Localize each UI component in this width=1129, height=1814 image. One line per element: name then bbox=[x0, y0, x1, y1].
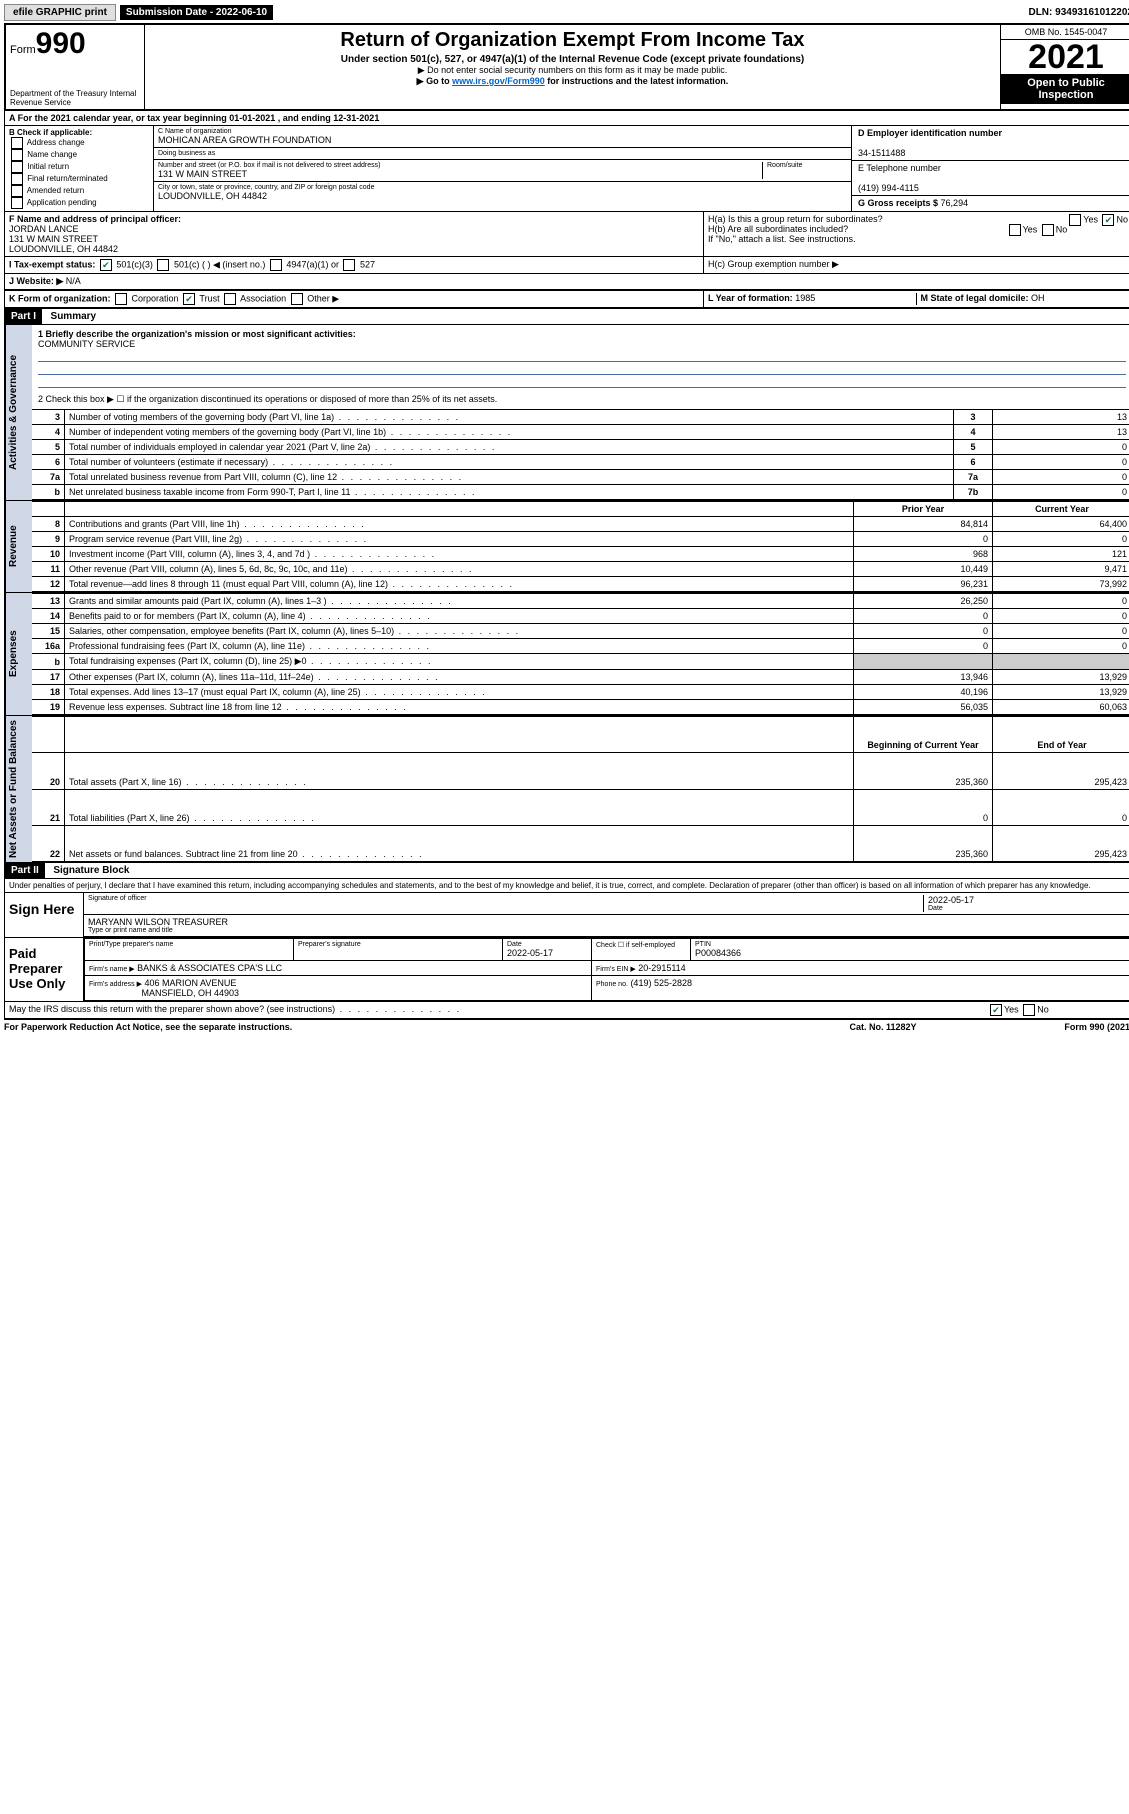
row-i: I Tax-exempt status: 501(c)(3) 501(c) ( … bbox=[4, 257, 1129, 274]
note-link: ▶ Go to www.irs.gov/Form990 for instruct… bbox=[149, 76, 996, 87]
city-label: City or town, state or province, country… bbox=[158, 184, 847, 191]
vlabel-revenue: Revenue bbox=[5, 501, 32, 592]
form-subtitle: Under section 501(c), 527, or 4947(a)(1)… bbox=[149, 54, 996, 65]
note-ssn: ▶ Do not enter social security numbers o… bbox=[149, 65, 996, 76]
addr-value: 131 W MAIN STREET bbox=[158, 169, 758, 179]
addr-label: Number and street (or P.O. box if mail i… bbox=[158, 162, 758, 169]
submission-date: Submission Date - 2022-06-10 bbox=[120, 5, 273, 20]
expenses-block: Expenses 13Grants and similar amounts pa… bbox=[4, 593, 1129, 716]
tax-year: 2021 bbox=[1001, 40, 1129, 74]
irs-link[interactable]: www.irs.gov/Form990 bbox=[452, 76, 545, 86]
discuss-row: May the IRS discuss this return with the… bbox=[4, 1002, 1129, 1020]
dept-label: Department of the Treasury Internal Reve… bbox=[10, 89, 140, 107]
netassets-block: Net Assets or Fund Balances Beginning of… bbox=[4, 716, 1129, 863]
footer: For Paperwork Reduction Act Notice, see … bbox=[4, 1020, 1129, 1034]
inspection-label: Open to Public Inspection bbox=[1001, 74, 1129, 104]
penalty-text: Under penalties of perjury, I declare th… bbox=[4, 879, 1129, 893]
revenue-block: Revenue Prior YearCurrent Year8Contribut… bbox=[4, 501, 1129, 593]
efile-label[interactable]: efile GRAPHIC print bbox=[4, 4, 116, 21]
col-b-checkboxes: B Check if applicable: Address change Na… bbox=[5, 126, 154, 211]
tel-value: (419) 994-4115 bbox=[858, 183, 919, 193]
org-name-label: C Name of organization bbox=[158, 128, 847, 135]
governance-block: Activities & Governance 1 Briefly descri… bbox=[4, 325, 1129, 501]
vlabel-governance: Activities & Governance bbox=[5, 325, 32, 500]
gross-value: 76,294 bbox=[941, 198, 969, 208]
ein-value: 34-1511488 bbox=[858, 148, 905, 158]
form-header: Form990 Department of the Treasury Inter… bbox=[4, 23, 1129, 111]
city-value: LOUDONVILLE, OH 44842 bbox=[158, 191, 847, 201]
part2-header: Part II Signature Block bbox=[4, 863, 1129, 879]
dba-label: Doing business as bbox=[158, 150, 847, 157]
top-bar: efile GRAPHIC print Submission Date - 20… bbox=[4, 4, 1129, 21]
preparer-block: Paid Preparer Use Only Print/Type prepar… bbox=[4, 938, 1129, 1002]
dln: DLN: 93493161012202 bbox=[1028, 7, 1129, 18]
row-j: J Website: ▶ N/A bbox=[4, 274, 1129, 291]
gross-label: G Gross receipts $ bbox=[858, 198, 941, 208]
ein-label: D Employer identification number bbox=[858, 128, 1002, 138]
form-title: Return of Organization Exempt From Incom… bbox=[149, 29, 996, 52]
org-name: MOHICAN AREA GROWTH FOUNDATION bbox=[158, 135, 847, 145]
part1-header: Part I Summary bbox=[4, 309, 1129, 325]
form-number: Form990 bbox=[10, 27, 140, 61]
row-k: K Form of organization: Corporation Trus… bbox=[4, 291, 1129, 309]
vlabel-expenses: Expenses bbox=[5, 593, 32, 715]
vlabel-netassets: Net Assets or Fund Balances bbox=[5, 716, 32, 862]
sign-here-block: Sign Here Signature of officer 2022-05-1… bbox=[4, 893, 1129, 938]
tel-label: E Telephone number bbox=[858, 163, 941, 173]
row-fh: F Name and address of principal officer:… bbox=[4, 212, 1129, 257]
room-label: Room/suite bbox=[767, 162, 847, 169]
row-a-period: A For the 2021 calendar year, or tax yea… bbox=[4, 111, 1129, 126]
section-bcd: B Check if applicable: Address change Na… bbox=[4, 126, 1129, 212]
